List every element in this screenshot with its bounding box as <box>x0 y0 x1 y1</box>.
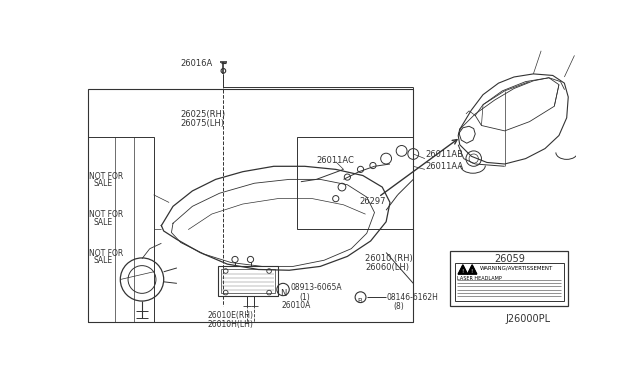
Text: 26010H(LH): 26010H(LH) <box>208 320 253 328</box>
Text: N: N <box>280 289 286 298</box>
Text: 26075(LH): 26075(LH) <box>180 119 225 128</box>
Text: !: ! <box>461 269 463 273</box>
Text: 26016A: 26016A <box>180 59 213 68</box>
Text: B: B <box>358 298 362 304</box>
Text: 26059: 26059 <box>494 254 525 264</box>
Text: SALE: SALE <box>93 256 112 265</box>
Text: 26297: 26297 <box>359 197 385 206</box>
Text: J26000PL: J26000PL <box>506 314 550 324</box>
Bar <box>221 269 275 293</box>
Text: 08146-6162H: 08146-6162H <box>387 294 439 302</box>
Polygon shape <box>467 265 477 274</box>
Text: SALE: SALE <box>93 179 112 188</box>
Text: 26011AC: 26011AC <box>316 156 355 165</box>
Text: 26010 (RH): 26010 (RH) <box>365 254 413 263</box>
Text: LASER HEADLAMP: LASER HEADLAMP <box>458 276 502 280</box>
Text: 26011AB: 26011AB <box>426 150 463 159</box>
Text: WARNING/AVERTISSEMENT: WARNING/AVERTISSEMENT <box>480 266 553 271</box>
Bar <box>455 263 564 301</box>
Text: 26010A: 26010A <box>282 301 311 310</box>
Bar <box>218 266 278 296</box>
Text: (1): (1) <box>300 293 310 302</box>
Text: NOT FOR: NOT FOR <box>90 172 124 181</box>
Text: NOT FOR: NOT FOR <box>90 249 124 258</box>
Text: 26025(RH): 26025(RH) <box>180 110 226 119</box>
Text: 26010E(RH): 26010E(RH) <box>208 311 254 320</box>
Text: 08913-6065A: 08913-6065A <box>291 283 342 292</box>
Bar <box>297 137 413 230</box>
Text: !: ! <box>470 269 472 273</box>
Polygon shape <box>458 265 467 274</box>
Bar <box>451 251 568 307</box>
Bar <box>88 137 154 322</box>
Text: NOT FOR: NOT FOR <box>90 210 124 219</box>
Text: (8): (8) <box>394 302 404 311</box>
Text: SALE: SALE <box>93 218 112 227</box>
Text: 26011AA: 26011AA <box>426 162 464 171</box>
Bar <box>88 89 413 322</box>
Text: 26060(LH): 26060(LH) <box>365 263 409 272</box>
